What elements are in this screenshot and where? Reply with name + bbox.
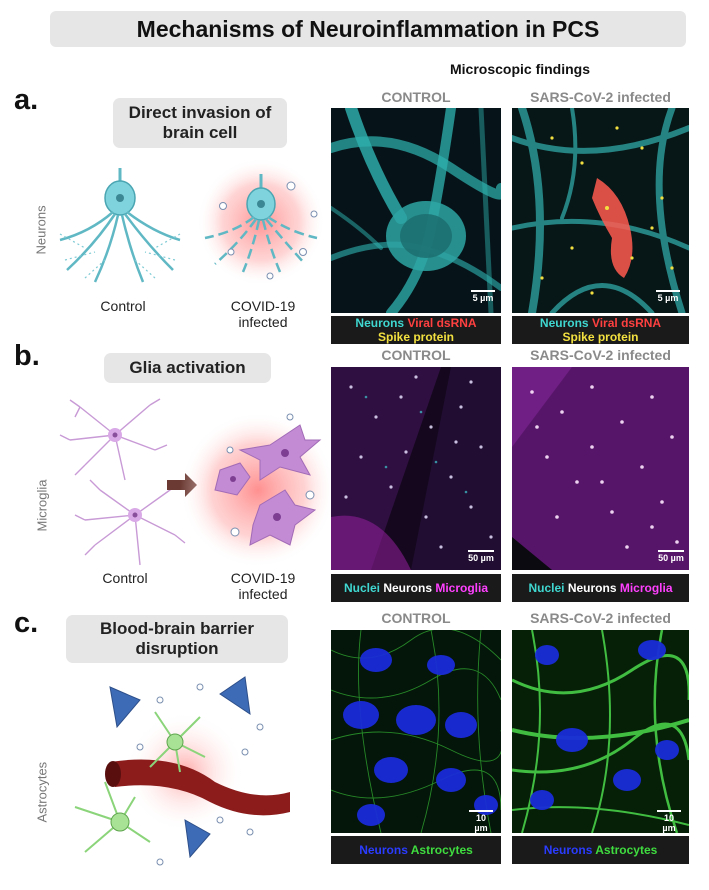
control-neuron-icon <box>59 168 181 283</box>
panel-c-label: Blood-brain barrier disruption <box>66 615 288 663</box>
panel-b-label: Glia activation <box>104 353 271 383</box>
legend-nuclei: Nuclei <box>528 581 565 595</box>
virus-particles <box>219 181 318 280</box>
legend-nuclei: Nuclei <box>343 581 380 595</box>
panel-a-control-heading: CONTROL <box>381 89 451 105</box>
panel-b-infected-heading: SARS-CoV-2 infected <box>530 347 671 363</box>
blood-vessel-icon <box>110 759 290 816</box>
panel-a-cell-type: Neurons <box>33 205 49 255</box>
legend-astrocytes: Astrocytes <box>595 843 658 857</box>
control-microglia-icon <box>59 398 186 566</box>
panel-b-control-micrograph: 50 µm <box>331 367 501 570</box>
panel-b-control-heading: CONTROL <box>381 347 451 363</box>
panel-a-caption-control: Control <box>100 298 146 314</box>
panel-b-caption-infected: COVID-19 infected <box>230 570 296 602</box>
panel-a-control-legend: Neurons Viral dsRNA Spike protein <box>331 316 501 344</box>
bbb-illustration <box>74 676 290 866</box>
legend-neurons: Neurons <box>359 843 408 857</box>
panel-b-letter: b. <box>14 340 40 372</box>
neuron-icon <box>109 676 251 859</box>
virus-particles <box>226 413 315 537</box>
panel-a-infected-legend: Neurons Viral dsRNA Spike protein <box>512 316 689 344</box>
panel-b-cell-type: Microglia <box>34 479 50 532</box>
panel-c-infected-heading: SARS-CoV-2 infected <box>530 610 671 626</box>
panel-a-control-scale-bar: 5 µm <box>471 290 495 303</box>
legend-neurons: Neurons <box>383 581 432 595</box>
activated-microglia-icon <box>214 424 322 546</box>
panel-c-infected-scale-bar: 10 µm <box>657 810 681 833</box>
microscopic-findings-heading: Microscopic findings <box>449 61 590 77</box>
panel-c-control-micrograph: 10 µm <box>331 630 501 833</box>
legend-neurons: Neurons <box>567 581 617 595</box>
panel-b-infected-legend: Nuclei Neurons Microglia <box>512 574 689 602</box>
neuron-illustration <box>59 160 325 286</box>
legend-spike-protein: Spike protein <box>562 330 639 344</box>
legend-viral-dsrna: Viral dsRNA <box>591 316 662 330</box>
panel-c-infected-micrograph: 10 µm <box>512 630 689 833</box>
legend-neurons: Neurons <box>539 316 589 330</box>
panel-a-control-micrograph: 5 µm <box>331 108 501 313</box>
legend-viral-dsrna: Viral dsRNA <box>407 316 477 330</box>
astrocyte-icon <box>74 711 206 853</box>
virus-particles <box>136 683 264 866</box>
panel-a-infected-heading: SARS-CoV-2 infected <box>530 89 671 105</box>
panel-a-caption-infected: COVID-19 infected <box>230 298 296 330</box>
panel-a-infected-micrograph: 5 µm <box>512 108 689 313</box>
panel-c-infected-legend: Neurons Astrocytes <box>512 836 689 864</box>
panel-b-control-legend: Nuclei Neurons Microglia <box>331 574 501 602</box>
panel-b-infected-micrograph: 50 µm <box>512 367 689 570</box>
legend-astrocytes: Astrocytes <box>410 843 473 857</box>
legend-neurons: Neurons <box>355 316 405 330</box>
panel-a-letter: a. <box>14 84 39 116</box>
legend-neurons: Neurons <box>543 843 593 857</box>
microglia-illustration <box>59 398 330 568</box>
panel-c-control-heading: CONTROL <box>381 610 451 626</box>
legend-microglia: Microglia <box>435 581 489 595</box>
panel-b-caption-control: Control <box>102 570 148 586</box>
panel-c-cell-type: Astrocytes <box>34 761 50 823</box>
panel-c-control-scale-bar: 10 µm <box>469 810 493 833</box>
panel-b-control-scale-bar: 50 µm <box>468 550 494 563</box>
panel-c-control-legend: Neurons Astrocytes <box>331 836 501 864</box>
infected-neuron-icon <box>204 174 318 273</box>
panel-a-label: Direct invasion of brain cell <box>113 98 287 148</box>
panel-c-letter: c. <box>14 607 39 639</box>
panel-a-infected-scale-bar: 5 µm <box>656 290 680 303</box>
legend-spike-protein: Spike protein <box>377 330 454 344</box>
panel-b-infected-scale-bar: 50 µm <box>658 550 684 563</box>
figure-title: Mechanisms of Neuroinflammation in PCS <box>50 11 686 47</box>
legend-microglia: Microglia <box>619 581 673 595</box>
